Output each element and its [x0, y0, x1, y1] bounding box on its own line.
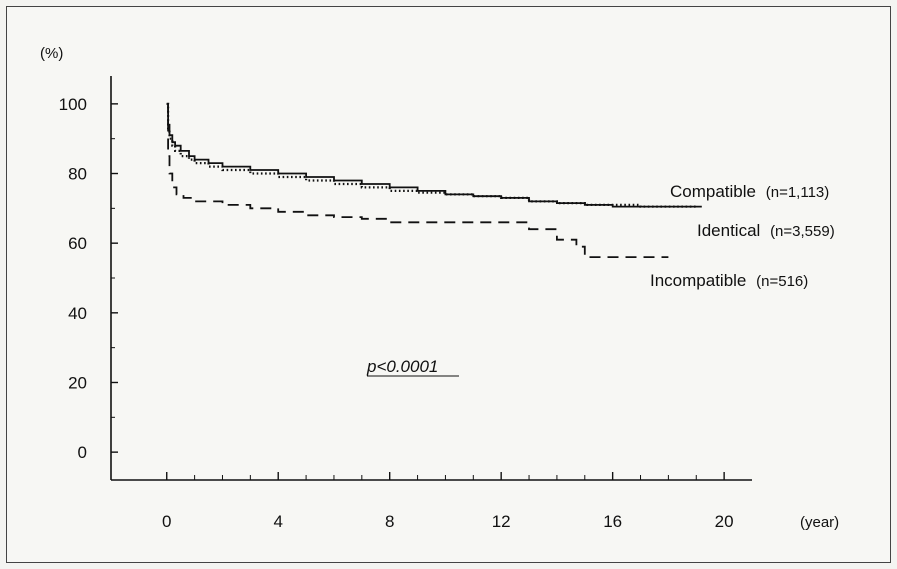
figure-frame — [6, 6, 891, 563]
series-line-identical — [166, 102, 697, 208]
series-name: Compatible — [670, 182, 756, 201]
svg-text:Incompatible (n=516): Incompatible (n=516) — [650, 271, 808, 290]
x-tick-label: 4 — [273, 512, 282, 531]
x-axis-unit-label: (year) — [800, 514, 839, 531]
y-axis-ticks: 0 20 40 60 80 100 — [59, 95, 118, 462]
series-count: (n=3,559) — [770, 223, 835, 240]
x-tick-label: 12 — [492, 512, 511, 531]
y-axis-unit-label: (%) — [40, 45, 63, 62]
series-count: (n=1,113) — [766, 184, 830, 201]
series-label-compatible: Compatible (n=1,113) — [670, 182, 829, 201]
y-tick-label: 20 — [68, 373, 87, 392]
series-label-identical: Identical (n=3,559) — [697, 221, 835, 240]
x-axis-ticks: 0 4 8 12 16 20 — [162, 472, 734, 531]
series-label-incompatible: Incompatible (n=516) — [650, 271, 808, 290]
series-layer — [166, 102, 702, 258]
y-tick-label: 80 — [68, 165, 87, 184]
series-line-incompatible — [166, 103, 669, 258]
x-tick-label: 8 — [385, 512, 394, 531]
x-tick-label: 0 — [162, 512, 171, 531]
x-tick-label: 16 — [603, 512, 622, 531]
series-name: Identical — [697, 221, 760, 240]
y-tick-label: 100 — [59, 95, 87, 114]
y-tick-label: 40 — [68, 304, 87, 323]
y-tick-label: 60 — [68, 234, 87, 253]
svg-text:Compatible (n=1,113): Compatible (n=1,113) — [670, 182, 829, 201]
series-line-compatible — [166, 103, 702, 208]
x-tick-label: 20 — [715, 512, 734, 531]
svg-text:Identical (n=3,559): Identical (n=3,559) — [697, 221, 835, 240]
p-value-annotation: p<0.0001 — [366, 357, 438, 376]
y-tick-label: 0 — [78, 443, 87, 462]
series-count: (n=516) — [756, 273, 808, 290]
series-name: Incompatible — [650, 271, 746, 290]
